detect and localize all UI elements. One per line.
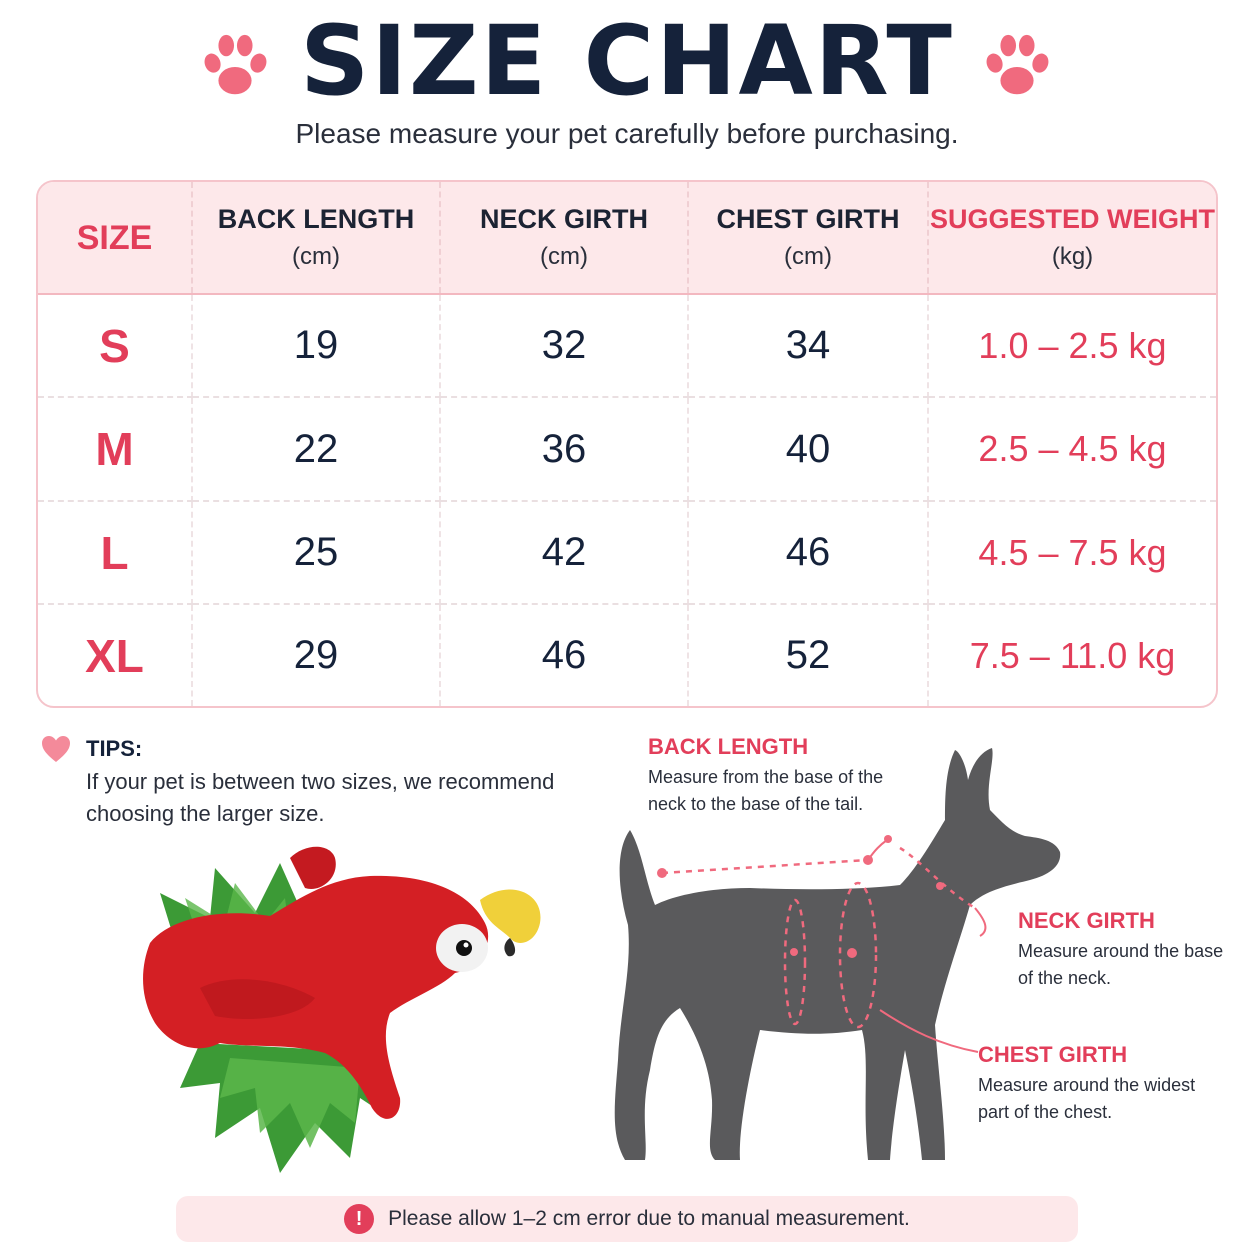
paw-icon bbox=[986, 34, 1049, 95]
header-suggested-weight: SUGGESTED WEIGHT (kg) bbox=[928, 182, 1216, 295]
cell-size: S bbox=[38, 294, 193, 399]
cell-neck-girth: 46 bbox=[440, 604, 689, 706]
table-row: M 22 36 40 2.5 – 4.5 kg bbox=[38, 397, 1216, 502]
parrot-costume-image bbox=[143, 846, 541, 1173]
heart-icon bbox=[42, 736, 70, 762]
header-unit: (cm) bbox=[292, 242, 340, 270]
header-label: CHEST GIRTH bbox=[716, 203, 900, 234]
cell-weight: 1.0 – 2.5 kg bbox=[928, 294, 1216, 399]
table-row: L 25 42 46 4.5 – 7.5 kg bbox=[38, 500, 1216, 606]
header-neck-girth: NECK GIRTH (cm) bbox=[440, 182, 689, 295]
cell-size: L bbox=[38, 500, 193, 606]
notice-text: Please allow 1–2 cm error due to manual … bbox=[388, 1207, 910, 1230]
table-row: XL 29 46 52 7.5 – 11.0 kg bbox=[38, 604, 1216, 706]
header-label: NECK GIRTH bbox=[480, 203, 648, 234]
callout-neck-girth: NECK GIRTH Measure around the base of th… bbox=[1018, 908, 1238, 992]
header: SIZE CHART Please measure your pet caref… bbox=[0, 0, 1254, 170]
header-back-length: BACK LENGTH (cm) bbox=[192, 182, 441, 295]
table-row: S 19 32 34 1.0 – 2.5 kg bbox=[38, 294, 1216, 399]
cell-back-length: 19 bbox=[192, 294, 441, 399]
callout-title: CHEST GIRTH bbox=[978, 1042, 1128, 1067]
cell-chest-girth: 46 bbox=[688, 500, 929, 606]
cell-size: M bbox=[38, 397, 193, 502]
callout-title: NECK GIRTH bbox=[1018, 908, 1155, 933]
tips-text: If your pet is between two sizes, we rec… bbox=[86, 769, 555, 826]
cell-weight: 4.5 – 7.5 kg bbox=[928, 500, 1216, 606]
size-table: SIZE BACK LENGTH (cm) NECK GIRTH (cm) CHES… bbox=[36, 180, 1218, 708]
cell-size: XL bbox=[38, 604, 193, 706]
header-label: BACK LENGTH bbox=[217, 203, 415, 234]
measurement-notice: ! Please allow 1–2 cm error due to manua… bbox=[176, 1196, 1078, 1242]
cell-neck-girth: 32 bbox=[440, 294, 689, 399]
paw-icon bbox=[204, 34, 267, 95]
page-subtitle: Please measure your pet carefully before… bbox=[295, 118, 959, 149]
callout-text: Measure around the base of the neck. bbox=[1018, 941, 1224, 988]
cell-back-length: 29 bbox=[192, 604, 441, 706]
alert-icon: ! bbox=[344, 1204, 375, 1234]
cell-neck-girth: 36 bbox=[440, 397, 689, 502]
header-chest-girth: CHEST GIRTH (cm) bbox=[688, 182, 929, 295]
page-title: SIZE CHART bbox=[300, 5, 954, 117]
header-size: SIZE bbox=[38, 182, 193, 295]
dog-silhouette-diagram bbox=[614, 748, 1061, 1160]
cell-back-length: 22 bbox=[192, 397, 441, 502]
header-unit: (cm) bbox=[784, 242, 832, 270]
header-label: SUGGESTED WEIGHT bbox=[929, 203, 1216, 234]
callout-back-length: BACK LENGTH Measure from the base of the… bbox=[648, 734, 888, 818]
tips-title: TIPS: bbox=[86, 736, 143, 761]
callout-text: Measure around the widest part of the ch… bbox=[978, 1075, 1196, 1122]
header-label: SIZE bbox=[76, 218, 153, 257]
cell-neck-girth: 42 bbox=[440, 500, 689, 606]
header-unit: (kg) bbox=[1051, 242, 1094, 270]
cell-weight: 2.5 – 4.5 kg bbox=[928, 397, 1216, 502]
callout-title: BACK LENGTH bbox=[648, 734, 809, 759]
callout-text: Measure from the base of the neck to the… bbox=[648, 767, 884, 814]
cell-back-length: 25 bbox=[192, 500, 441, 606]
table-header-row: SIZE BACK LENGTH (cm) NECK GIRTH (cm) CHES… bbox=[38, 182, 1216, 295]
cell-weight: 7.5 – 11.0 kg bbox=[969, 634, 1176, 676]
cell-chest-girth: 52 bbox=[688, 604, 929, 706]
cell-chest-girth: 40 bbox=[688, 397, 929, 502]
cell-chest-girth: 34 bbox=[688, 294, 929, 399]
header-unit: (cm) bbox=[540, 242, 588, 270]
callout-chest-girth: CHEST GIRTH Measure around the widest pa… bbox=[978, 1042, 1228, 1126]
